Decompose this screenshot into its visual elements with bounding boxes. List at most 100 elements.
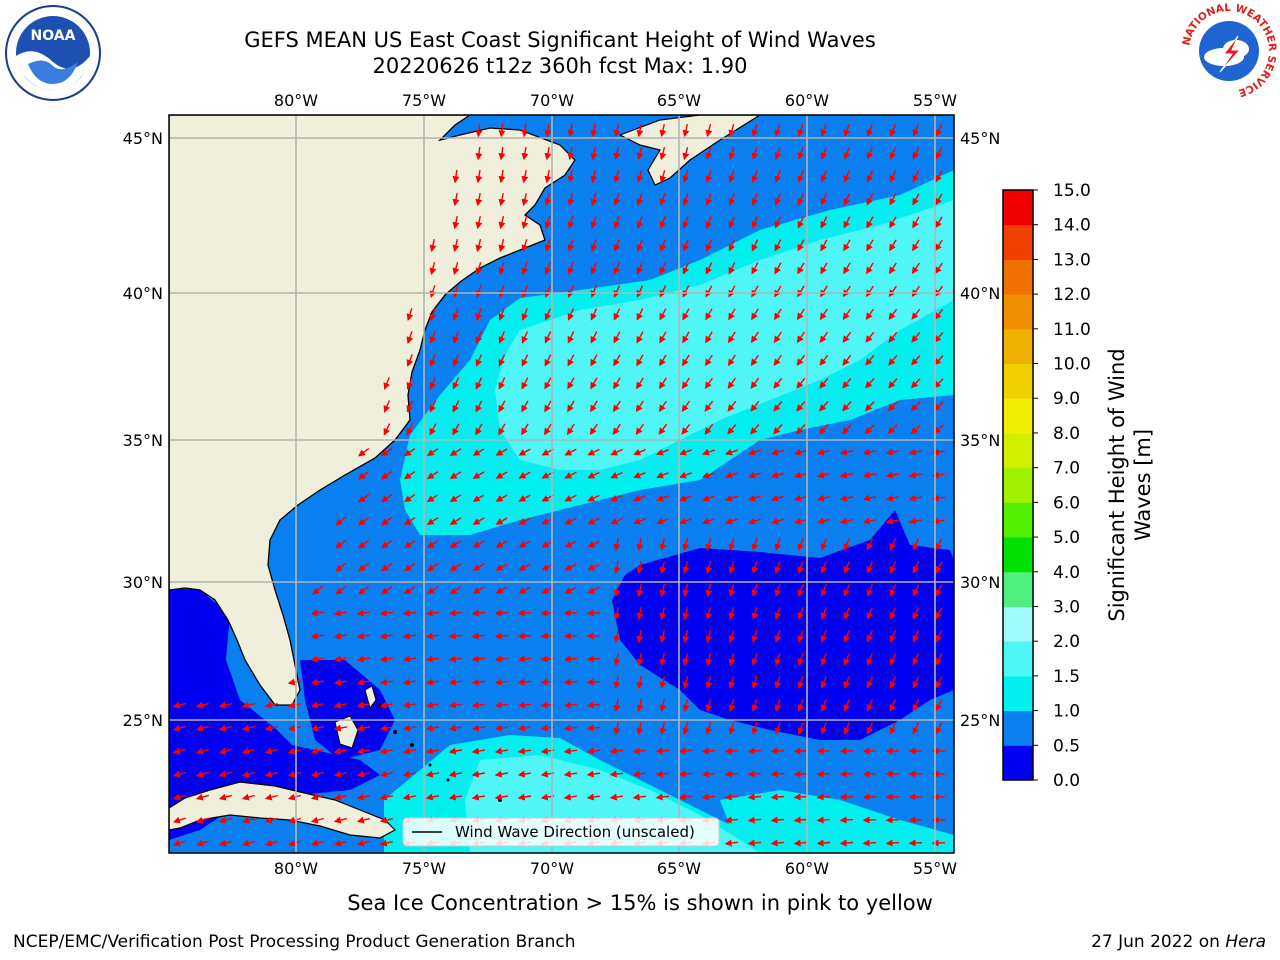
wave-arrow xyxy=(402,678,417,686)
wave-arrow xyxy=(636,721,644,736)
wave-arrow xyxy=(862,839,877,847)
wave-arrow xyxy=(797,630,805,643)
wave-arrow xyxy=(705,538,713,552)
wave-arrow xyxy=(452,308,460,322)
wave-arrow xyxy=(796,400,806,412)
lat-label-left-40n: 40°N xyxy=(123,284,163,303)
wave-arrow xyxy=(682,193,690,207)
wave-arrow xyxy=(452,262,460,276)
wave-arrow xyxy=(911,285,921,298)
wave-arrow xyxy=(659,561,667,575)
wave-arrow xyxy=(705,584,713,598)
wave-arrow xyxy=(816,793,831,801)
wave-arrow xyxy=(770,816,785,824)
wave-arrow xyxy=(816,839,831,847)
wave-arrow xyxy=(475,239,483,253)
lon-label-top-55w: 55°W xyxy=(913,91,957,110)
wave-arrow xyxy=(679,448,692,456)
wave-arrow xyxy=(475,123,483,138)
wave-arrow xyxy=(866,193,874,206)
wave-arrow xyxy=(241,724,255,732)
wave-arrow xyxy=(820,699,828,712)
wave-arrow xyxy=(383,423,391,436)
wave-arrow xyxy=(728,216,736,229)
wave-arrow xyxy=(816,448,830,456)
wave-arrow xyxy=(475,169,483,184)
wave-arrow xyxy=(475,400,483,413)
wave-arrow xyxy=(797,584,805,597)
wave-arrow xyxy=(659,653,667,667)
wave-arrow xyxy=(494,701,509,709)
wave-arrow xyxy=(747,494,761,502)
wave-arrow xyxy=(335,539,347,549)
wave-arrow xyxy=(842,308,851,321)
wave-arrow xyxy=(701,793,716,801)
wave-arrow xyxy=(379,655,393,663)
colorbar-tick-label: 6.0 xyxy=(1053,493,1080,513)
wave-arrow xyxy=(172,747,186,755)
wave-arrow xyxy=(472,471,485,479)
wave-arrow xyxy=(358,447,370,457)
wave-arrow xyxy=(356,609,371,617)
lat-label-left-25n: 25°N xyxy=(123,711,163,730)
wave-arrow xyxy=(567,239,575,253)
wave-arrow xyxy=(889,124,897,137)
wave-arrow xyxy=(701,448,715,456)
wave-arrow xyxy=(656,494,669,502)
wave-arrow xyxy=(567,123,575,138)
wave-arrow xyxy=(724,816,739,824)
wave-arrow xyxy=(793,747,808,755)
wave-arrow xyxy=(333,724,348,732)
wave-arrow xyxy=(472,586,485,594)
wave-arrow xyxy=(544,262,552,276)
wave-arrow xyxy=(195,724,209,732)
wave-arrow xyxy=(866,124,874,137)
wave-arrow xyxy=(701,517,715,525)
wave-arrow xyxy=(287,793,301,801)
colorbar-tick-label: 13.0 xyxy=(1053,250,1091,270)
wave-arrow xyxy=(452,285,460,299)
wave-arrow xyxy=(885,517,900,525)
wave-arrow xyxy=(773,354,783,367)
lon-label-top-80w: 80°W xyxy=(274,91,318,110)
wave-arrow xyxy=(885,816,900,824)
wave-arrow xyxy=(911,262,920,275)
wave-arrow xyxy=(885,448,900,456)
wave-arrow xyxy=(429,354,437,367)
wave-arrow xyxy=(839,517,854,525)
wave-arrow xyxy=(751,308,759,321)
wave-arrow xyxy=(774,285,782,298)
wave-arrow xyxy=(613,331,621,344)
wave-arrow xyxy=(751,699,759,713)
wave-arrow xyxy=(356,655,371,663)
wave-arrow xyxy=(774,147,782,161)
wave-arrow xyxy=(797,124,805,138)
wave-arrow xyxy=(705,193,713,206)
colorbar-tick-label: 3.0 xyxy=(1053,597,1080,617)
colorbar-band xyxy=(1003,502,1033,538)
wave-arrow xyxy=(241,793,255,801)
wave-arrow xyxy=(471,678,486,686)
wave-arrow xyxy=(866,538,874,551)
wave-arrow xyxy=(819,308,828,321)
wave-arrow xyxy=(774,607,782,621)
wave-arrow xyxy=(820,124,828,138)
wave-arrow xyxy=(590,193,598,207)
wave-arrow xyxy=(864,401,875,412)
wave-arrow xyxy=(820,262,828,275)
wave-arrow xyxy=(498,239,506,253)
wave-arrow xyxy=(613,583,621,598)
wave-arrow xyxy=(264,816,278,824)
colorbar-tick-label: 8.0 xyxy=(1053,424,1080,444)
wave-arrow xyxy=(866,653,874,666)
wave-arrow xyxy=(839,793,854,801)
colorbar: 0.0 0.5 1.0 1.5 2.0 3.0 4.0 5.0 6.0 7.0 8.0 9.0 10.0… xyxy=(1002,181,1091,791)
wave-arrow xyxy=(820,216,828,229)
wave-arrow xyxy=(403,471,416,480)
wave-arrow xyxy=(356,793,371,801)
lon-label-top-60w: 60°W xyxy=(785,91,829,110)
wave-arrow xyxy=(587,540,600,548)
noaa-logo: NOAA xyxy=(5,5,101,101)
wave-arrow xyxy=(934,285,944,297)
footer-date-text: 27 Jun 2022 on xyxy=(1091,932,1226,952)
